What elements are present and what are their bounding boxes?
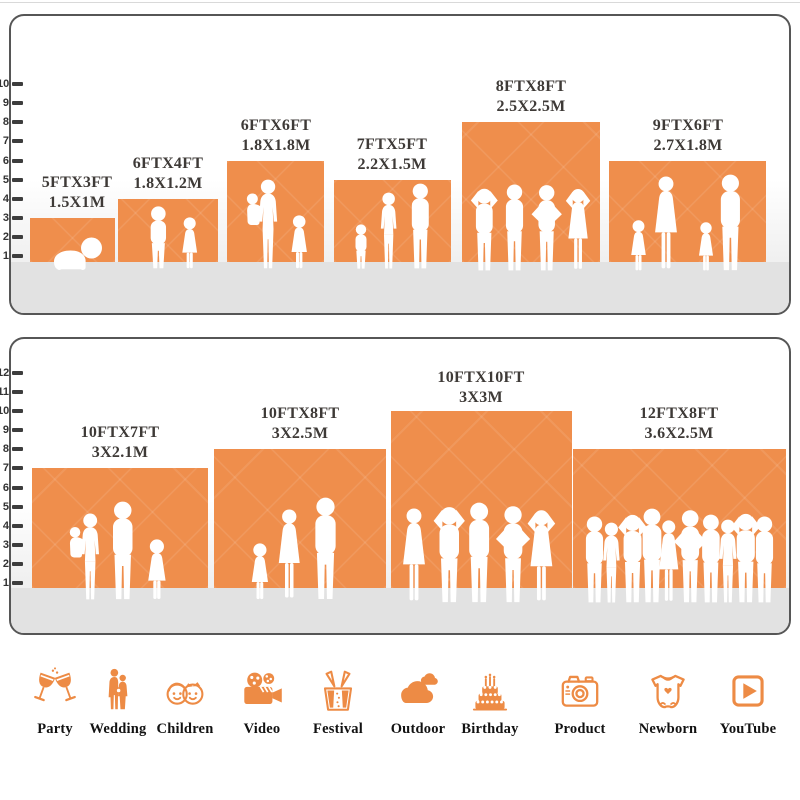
backdrop-size-label: 12FTX8FT 3.6X2.5M: [639, 405, 719, 442]
category-party: Party: [7, 666, 103, 738]
ruler-number: 6: [2, 482, 9, 494]
backdrop-7x5ft: [334, 180, 451, 262]
backdrop-8x8ft: [462, 122, 600, 262]
category-video: Video: [214, 666, 310, 738]
backdrop-10x8ft: [214, 449, 386, 588]
ruler-number: 4: [2, 193, 9, 205]
video-icon: [244, 672, 282, 705]
category-newborn: Newborn: [620, 666, 716, 738]
category-label: Wedding: [89, 721, 147, 737]
ruler-tick: [12, 235, 23, 239]
floor-strip: [11, 588, 789, 633]
wedding-icon: [108, 668, 128, 710]
ruler-number: 1: [2, 577, 9, 589]
festival-icon: [323, 670, 353, 711]
category-label: Party: [37, 721, 73, 737]
ruler-tick: [12, 524, 23, 528]
category-birthday: Birthday: [442, 666, 538, 738]
ruler-number: 6: [2, 155, 9, 167]
ruler-tick: [12, 466, 23, 470]
backdrop-size-label: 6FTX4FT 1.8X1.2M: [132, 155, 204, 192]
category-label: Product: [554, 721, 606, 737]
ruler-tick: [12, 562, 23, 566]
backdrop-size-label: 10FTX7FT 3X2.1M: [80, 424, 160, 461]
category-label: Outdoor: [390, 721, 446, 737]
backdrop-10x10ft: [391, 411, 572, 588]
backdrop-size-label: 7FTX5FT 2.2X1.5M: [356, 136, 428, 173]
backdrop-12x8ft: [573, 449, 786, 588]
ruler-number: 12: [0, 367, 10, 379]
category-label: Newborn: [638, 721, 698, 737]
ruler-tick: [12, 254, 23, 258]
category-label: Children: [156, 721, 214, 737]
ruler-tick: [12, 371, 23, 375]
ruler-number: 2: [2, 558, 9, 570]
backdrop-5x3ft: [30, 218, 115, 262]
ruler-tick: [12, 543, 23, 547]
ruler-tick: [12, 159, 23, 163]
ruler-number: 11: [0, 386, 9, 398]
youtube-icon: [732, 675, 764, 707]
backdrop-9x6ft: [609, 161, 766, 262]
category-children: Children: [137, 666, 233, 738]
outdoor-icon: [401, 673, 438, 703]
ruler-tick: [12, 101, 23, 105]
ruler-number: 1: [2, 250, 9, 262]
category-label: YouTube: [719, 721, 777, 737]
ruler-number: 9: [2, 97, 9, 109]
party-icon: [34, 667, 76, 702]
ruler-tick: [12, 120, 23, 124]
backdrop-10x7ft: [32, 468, 208, 588]
ruler-tick: [12, 390, 23, 394]
category-label: Festival: [313, 721, 363, 737]
product-icon: [561, 675, 599, 707]
ruler-tick: [12, 486, 23, 490]
ruler-number: 3: [2, 539, 9, 551]
category-festival: Festival: [290, 666, 386, 738]
ruler-tick: [12, 409, 23, 413]
category-youtube: YouTube: [700, 666, 796, 738]
ruler-tick: [12, 447, 23, 451]
ruler-number: 5: [2, 174, 9, 186]
backdrop-size-label: 6FTX6FT 1.8X1.8M: [240, 117, 312, 154]
ruler-tick: [12, 581, 23, 585]
ruler-tick: [12, 216, 23, 220]
floor-strip: [11, 262, 789, 313]
category-product: Product: [532, 666, 628, 738]
backdrop-size-label: 5FTX3FT 1.5X1M: [41, 174, 113, 211]
ruler-tick: [12, 178, 23, 182]
backdrop-size-label: 10FTX8FT 3X2.5M: [260, 405, 340, 442]
ruler-tick: [12, 197, 23, 201]
ruler-number: 9: [2, 424, 9, 436]
backdrop-size-label: 9FTX6FT 2.7X1.8M: [652, 117, 724, 154]
backdrop-6x4ft: [118, 199, 218, 262]
newborn-icon: [651, 674, 685, 709]
birthday-icon: [472, 673, 508, 711]
ruler-tick: [12, 505, 23, 509]
ruler-number: 4: [2, 520, 9, 532]
backdrop-size-label: 8FTX8FT 2.5X2.5M: [495, 78, 567, 115]
ruler-number: 5: [2, 501, 9, 513]
ruler-tick: [12, 428, 23, 432]
category-wedding: Wedding: [70, 666, 166, 738]
backdrop-size-label: 10FTX10FT 3X3M: [437, 369, 525, 406]
ruler-number: 7: [2, 462, 9, 474]
ruler-number: 2: [2, 231, 9, 243]
ruler-tick: [12, 82, 23, 86]
category-outdoor: Outdoor: [370, 666, 466, 738]
ruler-number: 7: [2, 135, 9, 147]
ruler-number: 8: [2, 116, 9, 128]
ruler-number: 10: [0, 78, 10, 90]
category-label: Birthday: [461, 721, 519, 737]
ruler-number: 8: [2, 443, 9, 455]
ruler-number: 10: [0, 405, 10, 417]
ruler-number: 3: [2, 212, 9, 224]
ruler-tick: [12, 139, 23, 143]
category-label: Video: [243, 721, 281, 737]
children-icon: [166, 682, 204, 705]
top-divider-line: [0, 2, 800, 3]
